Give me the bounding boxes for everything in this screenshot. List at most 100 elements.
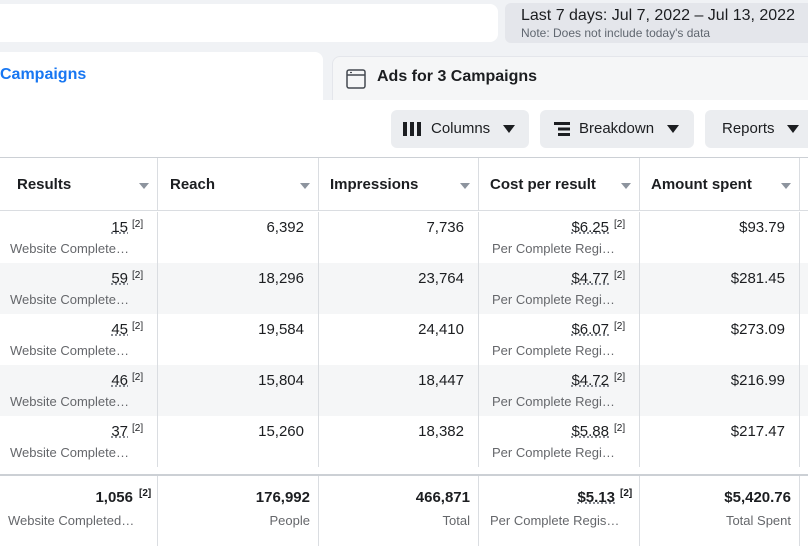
results-value[interactable]: 46: [111, 372, 128, 389]
sort-caret-icon: [300, 183, 310, 189]
total-results: 1,056: [95, 489, 133, 506]
total-amount-spent: $5,420.76: [724, 489, 791, 506]
total-cost-per-result[interactable]: $5.13: [577, 489, 615, 506]
impressions-value: 24,410: [418, 321, 464, 338]
column-header-cost-per-result[interactable]: Cost per result: [479, 158, 640, 211]
results-value[interactable]: 59: [111, 270, 128, 287]
impressions-cell: 18,447: [319, 365, 479, 416]
results-ref[interactable]: [2]: [132, 372, 144, 383]
results-value[interactable]: 37: [111, 423, 128, 440]
impressions-cell: 24,410: [319, 314, 479, 365]
cost-per-result-ref[interactable]: [2]: [614, 321, 626, 332]
caret-down-icon: [667, 125, 679, 133]
results-sub: Website Complete…: [10, 343, 129, 358]
amount-spent-value: $281.45: [730, 270, 785, 287]
reach-value: 6,392: [266, 219, 304, 236]
cost-per-result-ref[interactable]: [2]: [614, 270, 626, 281]
tab-ads-label: Ads for 3 Campaigns: [377, 68, 538, 85]
tab-ads[interactable]: Ads for 3 Campaigns: [332, 56, 808, 100]
total-results-cell: 1,056 [2] Website Completed…: [0, 476, 158, 546]
cost-per-result-value[interactable]: $4.77: [571, 270, 609, 287]
reach-value: 18,296: [258, 270, 304, 287]
tab-campaigns[interactable]: Campaigns: [0, 52, 323, 102]
caret-down-icon: [503, 125, 515, 133]
results-cell: 46 [2] Website Complete…: [0, 365, 158, 416]
results-cell: 59 [2] Website Complete…: [0, 263, 158, 314]
cost-per-result-cell: $4.77 [2] Per Complete Regi…: [479, 263, 640, 314]
cost-per-result-ref[interactable]: [2]: [614, 423, 626, 434]
table-row[interactable]: 46 [2] Website Complete… 15,804 18,447 $…: [0, 365, 808, 416]
total-results-sub: Website Completed…: [8, 513, 135, 528]
columns-button[interactable]: Columns: [391, 110, 529, 148]
total-cpr-cell: $5.13 [2] Per Complete Regis…: [479, 476, 640, 546]
cost-per-result-ref[interactable]: [2]: [614, 219, 626, 230]
cost-per-result-value[interactable]: $4.72: [571, 372, 609, 389]
impressions-value: 18,382: [418, 423, 464, 440]
amount-spent-value: $93.79: [739, 219, 785, 236]
date-range-note: Note: Does not include today's data: [521, 26, 711, 40]
amount-spent-value: $216.99: [730, 372, 785, 389]
results-value[interactable]: 15: [111, 219, 128, 236]
results-cell: 37 [2] Website Complete…: [0, 416, 158, 467]
total-reach: 176,992: [255, 489, 310, 506]
amount-spent-value: $217.47: [730, 423, 785, 440]
results-ref[interactable]: [2]: [132, 423, 144, 434]
breakdown-icon: [554, 122, 570, 136]
table-toolbar: Columns Breakdown Reports: [0, 100, 808, 158]
reach-cell: 15,804: [158, 365, 319, 416]
table-row[interactable]: 59 [2] Website Complete… 18,296 23,764 $…: [0, 263, 808, 314]
total-reach-sub: People: [269, 513, 310, 528]
breakdown-button[interactable]: Breakdown: [540, 110, 694, 148]
cost-per-result-value[interactable]: $6.07: [571, 321, 609, 338]
sort-caret-icon: [139, 183, 149, 189]
results-ref[interactable]: [2]: [132, 219, 144, 230]
total-impressions-sub: Total: [442, 513, 470, 528]
results-ref[interactable]: [2]: [132, 321, 144, 332]
amount-spent-cell: $216.99: [640, 365, 800, 416]
total-spent-cell: $5,420.76 Total Spent: [640, 476, 800, 546]
amount-spent-cell: $281.45: [640, 263, 800, 314]
ads-table: Results Reach Impressions Cost per resul…: [0, 157, 808, 546]
search-input[interactable]: [0, 4, 498, 42]
column-header-reach[interactable]: Reach: [158, 158, 319, 211]
impressions-cell: 7,736: [319, 212, 479, 263]
table-body: 15 [2] Website Complete… 6,392 7,736 $6.…: [0, 212, 808, 474]
date-range-picker[interactable]: Last 7 days: Jul 7, 2022 – Jul 13, 2022 …: [505, 3, 808, 43]
cost-per-result-sub: Per Complete Regi…: [492, 394, 615, 409]
column-header-results[interactable]: Results: [0, 158, 158, 211]
impressions-cell: 18,382: [319, 416, 479, 467]
cost-per-result-cell: $6.25 [2] Per Complete Regi…: [479, 212, 640, 263]
table-row[interactable]: 15 [2] Website Complete… 6,392 7,736 $6.…: [0, 212, 808, 263]
results-cell: 15 [2] Website Complete…: [0, 212, 158, 263]
cost-per-result-value[interactable]: $5.88: [571, 423, 609, 440]
results-cell: 45 [2] Website Complete…: [0, 314, 158, 365]
reach-cell: 6,392: [158, 212, 319, 263]
column-header-amount-spent[interactable]: Amount spent: [640, 158, 800, 211]
total-cpr-ref[interactable]: [2]: [620, 488, 633, 499]
cost-per-result-sub: Per Complete Regi…: [492, 241, 615, 256]
results-value[interactable]: 45: [111, 321, 128, 338]
tab-campaigns-label: Campaigns: [0, 66, 87, 83]
cost-per-result-cell: $4.72 [2] Per Complete Regi…: [479, 365, 640, 416]
cost-per-result-value[interactable]: $6.25: [571, 219, 609, 236]
reports-button[interactable]: Reports: [705, 110, 808, 148]
sort-caret-icon: [621, 183, 631, 189]
amount-spent-value: $273.09: [730, 321, 785, 338]
ad-window-icon: [346, 69, 366, 89]
cost-per-result-ref[interactable]: [2]: [614, 372, 626, 383]
column-header-impressions[interactable]: Impressions: [319, 158, 479, 211]
reach-cell: 19,584: [158, 314, 319, 365]
total-reach-cell: 176,992 People: [158, 476, 319, 546]
total-results-ref[interactable]: [2]: [139, 488, 152, 499]
results-ref[interactable]: [2]: [132, 270, 144, 281]
sort-caret-icon: [460, 183, 470, 189]
table-row[interactable]: 45 [2] Website Complete… 19,584 24,410 $…: [0, 314, 808, 365]
reach-value: 15,260: [258, 423, 304, 440]
caret-down-icon: [787, 125, 799, 133]
total-spent-sub: Total Spent: [725, 513, 791, 528]
impressions-value: 7,736: [426, 219, 464, 236]
reach-value: 15,804: [258, 372, 304, 389]
cost-per-result-sub: Per Complete Regi…: [492, 445, 615, 460]
total-impressions-cell: 466,871 Total: [319, 476, 479, 546]
table-row[interactable]: 37 [2] Website Complete… 15,260 18,382 $…: [0, 416, 808, 467]
